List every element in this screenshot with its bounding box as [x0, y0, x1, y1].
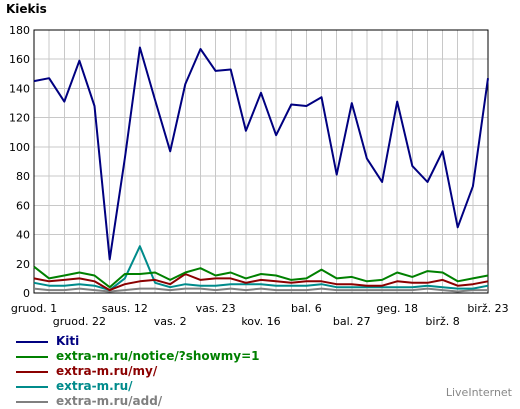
series-line	[33, 273, 489, 292]
legend-label: extra-m.ru/notice/?showmy=1	[56, 349, 260, 363]
y-tick-label: 180	[9, 24, 30, 37]
x-tick-label: gruod. 1	[11, 302, 57, 315]
legend-label: extra-m.ru/add/	[56, 394, 163, 408]
y-tick-label: 0	[23, 287, 30, 300]
series-line	[33, 265, 489, 289]
x-tick-label: birž. 23	[467, 302, 508, 315]
x-tick-label: vas. 23	[196, 302, 236, 315]
legend-swatch	[16, 371, 48, 373]
legend-label: extra-m.ru/	[56, 379, 133, 393]
x-tick-label: vas. 2	[154, 315, 187, 328]
y-axis-title: Kiekis	[6, 2, 47, 16]
legend-swatch	[16, 356, 48, 358]
y-tick-label: 20	[16, 258, 30, 271]
x-tick-label: birž. 8	[425, 315, 459, 328]
y-tick-label: 120	[9, 112, 30, 125]
brand-label: LiveInternet	[445, 386, 512, 399]
x-tick-label: bal. 6	[291, 302, 322, 315]
x-tick-label: bal. 27	[333, 315, 371, 328]
legend-label: extra-m.ru/my/	[56, 364, 158, 378]
legend-label: Kiti	[56, 334, 80, 348]
x-tick-label: geg. 18	[376, 302, 418, 315]
series-line	[33, 287, 488, 293]
y-tick-label: 100	[9, 141, 30, 154]
series-line	[33, 46, 489, 261]
x-tick-label: kov. 16	[241, 315, 280, 328]
plot-frame	[33, 29, 489, 294]
x-tick-label: gruod. 22	[53, 315, 106, 328]
y-tick-label: 160	[9, 53, 30, 66]
legend-swatch	[16, 341, 48, 343]
legend-swatch	[16, 401, 48, 403]
x-tick-label: saus. 12	[102, 302, 148, 315]
y-tick-label: 80	[16, 170, 30, 183]
legend-swatch	[16, 386, 48, 388]
y-tick-label: 140	[9, 82, 30, 95]
y-tick-label: 60	[16, 199, 30, 212]
y-tick-label: 40	[16, 229, 30, 242]
